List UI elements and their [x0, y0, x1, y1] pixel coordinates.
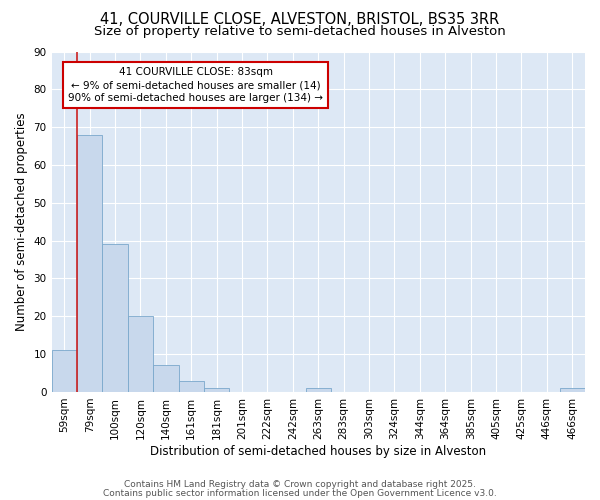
- Bar: [103, 244, 128, 392]
- Text: 41, COURVILLE CLOSE, ALVESTON, BRISTOL, BS35 3RR: 41, COURVILLE CLOSE, ALVESTON, BRISTOL, …: [100, 12, 500, 28]
- Bar: [77, 134, 103, 392]
- Bar: [305, 388, 331, 392]
- Bar: [52, 350, 77, 392]
- Text: Contains public sector information licensed under the Open Government Licence v3: Contains public sector information licen…: [103, 489, 497, 498]
- Bar: [204, 388, 229, 392]
- Text: Size of property relative to semi-detached houses in Alveston: Size of property relative to semi-detach…: [94, 25, 506, 38]
- Text: Contains HM Land Registry data © Crown copyright and database right 2025.: Contains HM Land Registry data © Crown c…: [124, 480, 476, 489]
- X-axis label: Distribution of semi-detached houses by size in Alveston: Distribution of semi-detached houses by …: [150, 444, 487, 458]
- Bar: [153, 366, 179, 392]
- Bar: [179, 380, 204, 392]
- Bar: [128, 316, 153, 392]
- Bar: [560, 388, 585, 392]
- Text: 41 COURVILLE CLOSE: 83sqm
← 9% of semi-detached houses are smaller (14)
90% of s: 41 COURVILLE CLOSE: 83sqm ← 9% of semi-d…: [68, 67, 323, 103]
- Y-axis label: Number of semi-detached properties: Number of semi-detached properties: [15, 112, 28, 331]
